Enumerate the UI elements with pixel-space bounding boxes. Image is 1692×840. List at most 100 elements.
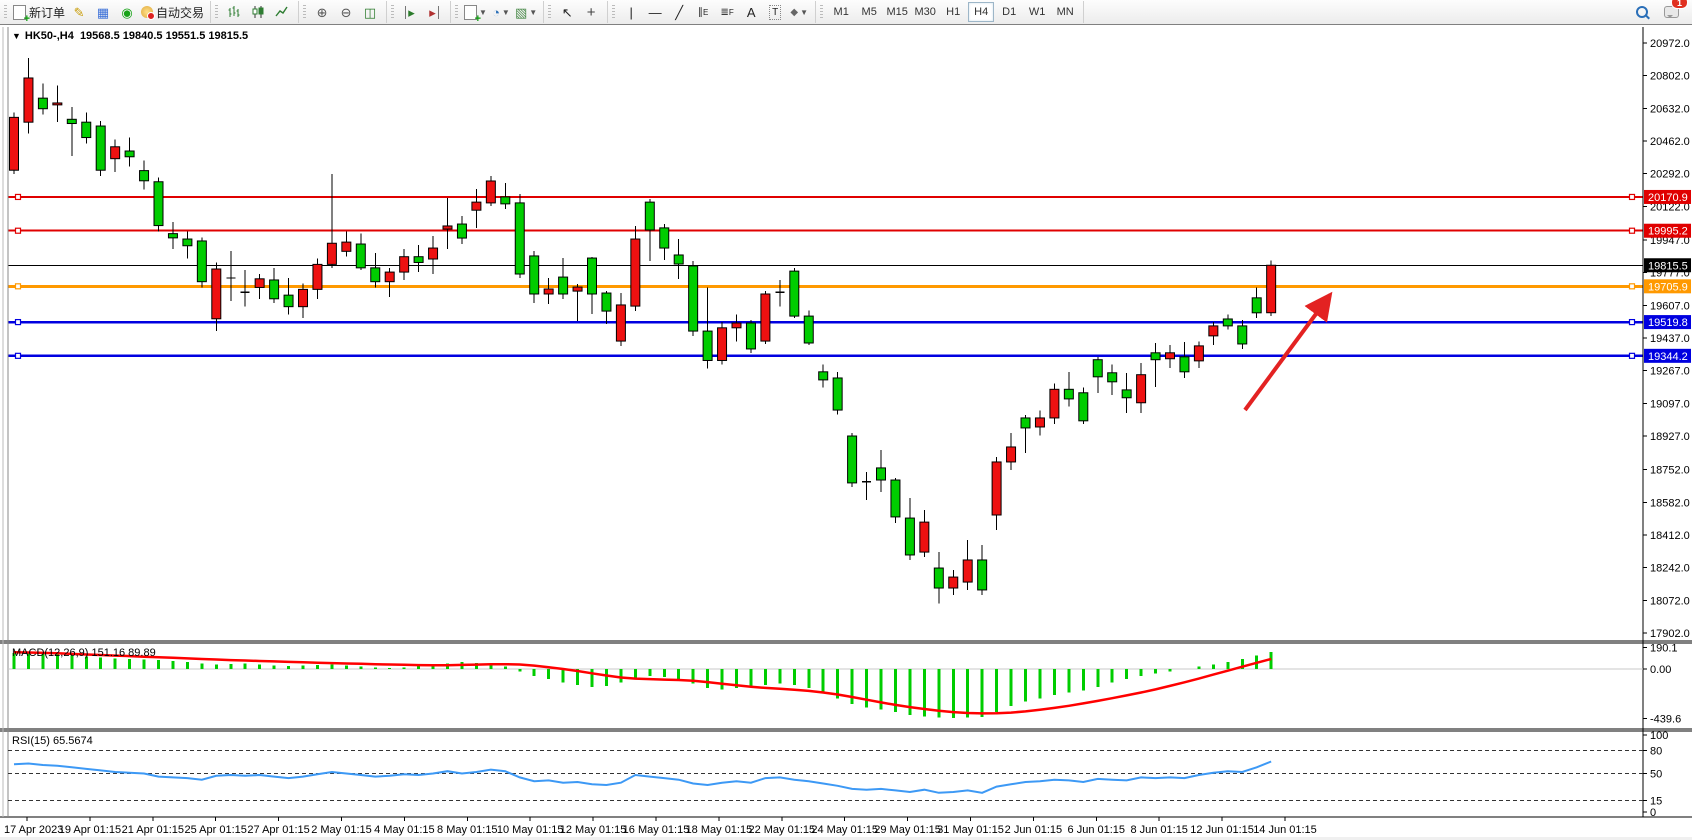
equidistant-channel-button[interactable]: ∥ E	[692, 1, 714, 23]
zoom-in-button[interactable]: ⊕	[311, 1, 333, 23]
svg-text:14 Jun 01:15: 14 Jun 01:15	[1253, 824, 1317, 836]
svg-text:20292.0: 20292.0	[1650, 169, 1690, 181]
svg-text:20632.0: 20632.0	[1650, 103, 1690, 115]
chevron-down-icon: ▼	[501, 7, 510, 17]
arrows-tool-icon: ◆	[790, 6, 799, 18]
new-order-icon	[13, 4, 30, 25]
timeframe-group: M1 M5 M15 M30 H1 H4 D1 W1 MN	[816, 1, 1085, 23]
svg-text:19 Apr 01:15: 19 Apr 01:15	[59, 824, 121, 836]
chat-icon	[1663, 6, 1679, 18]
trendline-icon: ╱	[675, 4, 684, 20]
auto-scroll-button[interactable]: ▸	[399, 1, 421, 23]
text-tool-button[interactable]: A	[740, 1, 762, 23]
trendline-button[interactable]: ╱	[668, 1, 690, 23]
svg-text:6 Jun 01:15: 6 Jun 01:15	[1068, 824, 1126, 836]
template-icon: ▧	[514, 4, 528, 20]
styles-button[interactable]: ✎	[68, 1, 90, 23]
timeframe-button-M15[interactable]: M15	[886, 6, 908, 18]
timeframe-button-MN[interactable]: MN	[1056, 6, 1074, 18]
search-icon	[1636, 6, 1648, 18]
svg-text:22 May 01:15: 22 May 01:15	[748, 824, 815, 836]
zoom-out-button[interactable]: ⊖	[335, 1, 357, 23]
chart-window[interactable]: 20972.0 20802.0 20632.0 20462.0 20292.0 20122…	[0, 24, 1692, 840]
toolbar-group-new-chart: ▼ ◔▼ ▧▼	[451, 1, 545, 25]
toolbar-group-cursor: ↖ +	[544, 1, 609, 23]
auto-scroll-icon: ▸	[405, 5, 415, 19]
auto-trading-button[interactable]: 自动交易	[140, 1, 205, 23]
timeframe-button-M30[interactable]: M30	[914, 6, 936, 18]
clock-icon: ◔	[492, 4, 500, 20]
svg-text:4 May 01:15: 4 May 01:15	[374, 824, 435, 836]
toolbar-group-objects: | — ╱ ∥ E ≣ F A T ◆ ▼	[608, 1, 817, 23]
chevron-down-icon: ▼	[800, 7, 808, 17]
svg-text:17902.0: 17902.0	[1650, 628, 1690, 640]
svg-text:19519.8: 19519.8	[1648, 317, 1688, 329]
timeframe-button-H1[interactable]: H1	[946, 6, 961, 18]
svg-text:19705.9: 19705.9	[1648, 281, 1688, 293]
candlestick-icon	[252, 6, 264, 18]
chevron-down-icon: ▼	[529, 7, 538, 17]
bar-chart-icon	[228, 6, 240, 17]
auto-trading-icon	[141, 6, 156, 20]
fibonacci-button[interactable]: ≣ F	[716, 1, 738, 23]
notification-badge: 1	[1671, 0, 1688, 9]
svg-text:18412.0: 18412.0	[1650, 530, 1690, 542]
chart-shift-button[interactable]: ▸	[423, 1, 445, 23]
svg-text:19097.0: 19097.0	[1650, 398, 1690, 410]
signals-button[interactable]: ◉	[116, 1, 138, 23]
svg-text:20972.0: 20972.0	[1650, 38, 1690, 50]
line-chart-button[interactable]	[271, 1, 293, 23]
chart-title-text: HK50-,H4 19568.5 19840.5 19551.5 19815.5	[24, 30, 249, 42]
svg-text:20802.0: 20802.0	[1650, 71, 1690, 83]
svg-text:80: 80	[1650, 745, 1662, 757]
timeframe-button-D1[interactable]: D1	[1002, 6, 1017, 18]
candlestick-chart-button[interactable]	[247, 1, 269, 23]
timeframe-button-M1[interactable]: M1	[833, 6, 849, 18]
svg-text:25 Apr 01:15: 25 Apr 01:15	[185, 824, 247, 836]
svg-text:50: 50	[1650, 769, 1662, 781]
bar-chart-button[interactable]	[223, 1, 245, 23]
svg-text:18752.0: 18752.0	[1650, 465, 1690, 477]
svg-text:8 May 01:15: 8 May 01:15	[437, 824, 498, 836]
vertical-line-icon: |	[629, 4, 633, 20]
timeframe-button-M5[interactable]: M5	[861, 6, 877, 18]
arrows-tool-button[interactable]: ◆ ▼	[788, 1, 810, 23]
tile-windows-button[interactable]: ◫	[359, 1, 381, 23]
fibonacci-icon: ≣	[720, 6, 729, 18]
cursor-button[interactable]: ↖	[556, 1, 578, 23]
vertical-line-button[interactable]: |	[620, 1, 642, 23]
search-button[interactable]	[1631, 1, 1653, 23]
text-label-button[interactable]: T	[764, 1, 786, 23]
new-chart-button[interactable]: ▼	[463, 1, 488, 25]
svg-text:-439.6: -439.6	[1650, 714, 1681, 726]
timeframe-button-H4[interactable]: H4	[968, 2, 995, 22]
chart-title: ▼ HK50-,H4 19568.5 19840.5 19551.5 19815.…	[12, 30, 248, 42]
svg-text:190.1: 190.1	[1650, 643, 1678, 655]
chart-shift-icon: ▸	[429, 5, 439, 19]
market-watch-button[interactable]: ▦	[92, 1, 114, 23]
timeframe-button-W1[interactable]: W1	[1028, 6, 1046, 18]
text-tool-icon: A	[746, 4, 756, 20]
pencil-icon: ✎	[73, 4, 85, 20]
collapse-triangle-icon: ▼	[12, 31, 21, 41]
svg-text:19815.5: 19815.5	[1648, 260, 1688, 272]
svg-text:20462.0: 20462.0	[1650, 136, 1690, 148]
channel-icon: ∥	[698, 6, 703, 18]
svg-text:12 Jun 01:15: 12 Jun 01:15	[1190, 824, 1254, 836]
toolbar-group-zoom: ⊕ ⊖ ◫	[299, 1, 388, 23]
new-order-button[interactable]: 新订单	[12, 1, 66, 25]
market-watch-icon: ▦	[96, 4, 110, 20]
text-label-icon: T	[769, 4, 782, 20]
svg-text:29 May 01:15: 29 May 01:15	[874, 824, 941, 836]
periods-button[interactable]: ◔ ▼	[490, 1, 512, 23]
chat-button[interactable]: 1	[1660, 0, 1688, 23]
svg-text:27 Apr 01:15: 27 Apr 01:15	[247, 824, 309, 836]
crosshair-button[interactable]: +	[580, 1, 602, 23]
svg-text:2 May 01:15: 2 May 01:15	[311, 824, 372, 836]
templates-button[interactable]: ▧ ▼	[514, 1, 538, 23]
horizontal-line-button[interactable]: —	[644, 1, 666, 23]
channel-label: E	[703, 7, 709, 17]
price-chart-svg[interactable]: 20972.0 20802.0 20632.0 20462.0 20292.0 20122…	[0, 25, 1692, 840]
svg-text:24 May 01:15: 24 May 01:15	[811, 824, 878, 836]
crosshair-icon: +	[586, 3, 596, 21]
